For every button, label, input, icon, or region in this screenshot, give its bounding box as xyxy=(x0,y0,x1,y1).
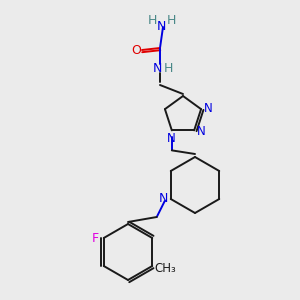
Text: N: N xyxy=(159,193,168,206)
Text: F: F xyxy=(92,232,99,244)
Text: N: N xyxy=(156,20,166,32)
Text: H: H xyxy=(163,61,173,74)
Text: N: N xyxy=(152,61,162,74)
Text: N: N xyxy=(197,125,206,138)
Text: N: N xyxy=(167,132,175,145)
Text: N: N xyxy=(204,102,212,115)
Text: CH₃: CH₃ xyxy=(154,262,176,275)
Text: H: H xyxy=(166,14,176,28)
Text: O: O xyxy=(131,44,141,56)
Text: H: H xyxy=(147,14,157,28)
